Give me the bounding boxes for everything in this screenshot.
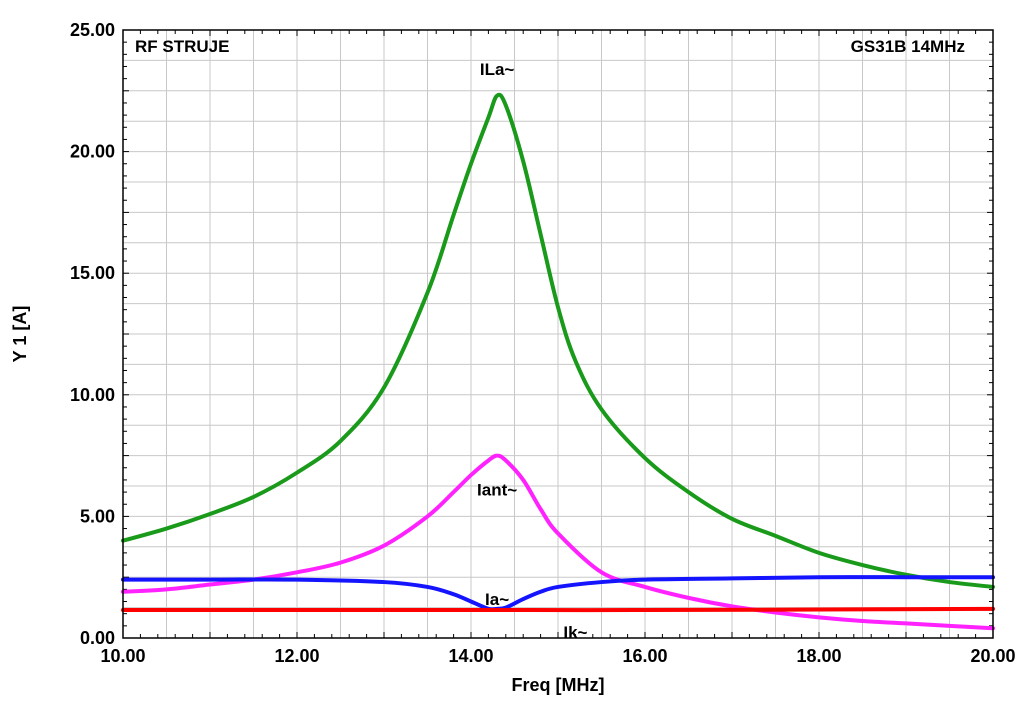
x-tick-label: 20.00 [970, 646, 1015, 666]
series-annotation: ILa~ [480, 60, 515, 79]
y-tick-label: 15.00 [70, 263, 115, 283]
series-line-ia [121, 575, 995, 612]
series-annotation: Ik~ [563, 623, 587, 642]
tick-labels: 10.00 12.00 14.00 16.00 18.00 20.00 0.00 5.00 10… [70, 20, 1016, 666]
y-tick-label: 10.00 [70, 385, 115, 405]
x-tick-label: 10.00 [100, 646, 145, 666]
series-line-iant [121, 453, 995, 631]
plot-frame [122, 29, 994, 639]
x-tick-label: 12.00 [274, 646, 319, 666]
x-axis-title: Freq [MHz] [512, 675, 605, 695]
x-tick-label: 14.00 [448, 646, 493, 666]
y-axis-title: Y 1 [A] [10, 306, 30, 363]
series-annotation: Ia~ [485, 590, 509, 609]
x-tick-label: 18.00 [796, 646, 841, 666]
y-tick-label: 25.00 [70, 20, 115, 40]
series-annotation: Iant~ [477, 481, 517, 500]
y-tick-label: 5.00 [80, 506, 115, 526]
grid [123, 30, 993, 638]
series-line-ila [121, 92, 995, 589]
chart-subtitle: GS31B 14MHz [851, 37, 965, 56]
annotations: ILa~ Iant~ Ia~ Ik~ [477, 60, 588, 642]
y-tick-label: 0.00 [80, 628, 115, 648]
series-layer [121, 92, 995, 631]
series-line-ik [121, 606, 995, 613]
y-tick-label: 20.00 [70, 142, 115, 162]
x-tick-label: 16.00 [622, 646, 667, 666]
chart-title: RF STRUJE [135, 37, 229, 56]
